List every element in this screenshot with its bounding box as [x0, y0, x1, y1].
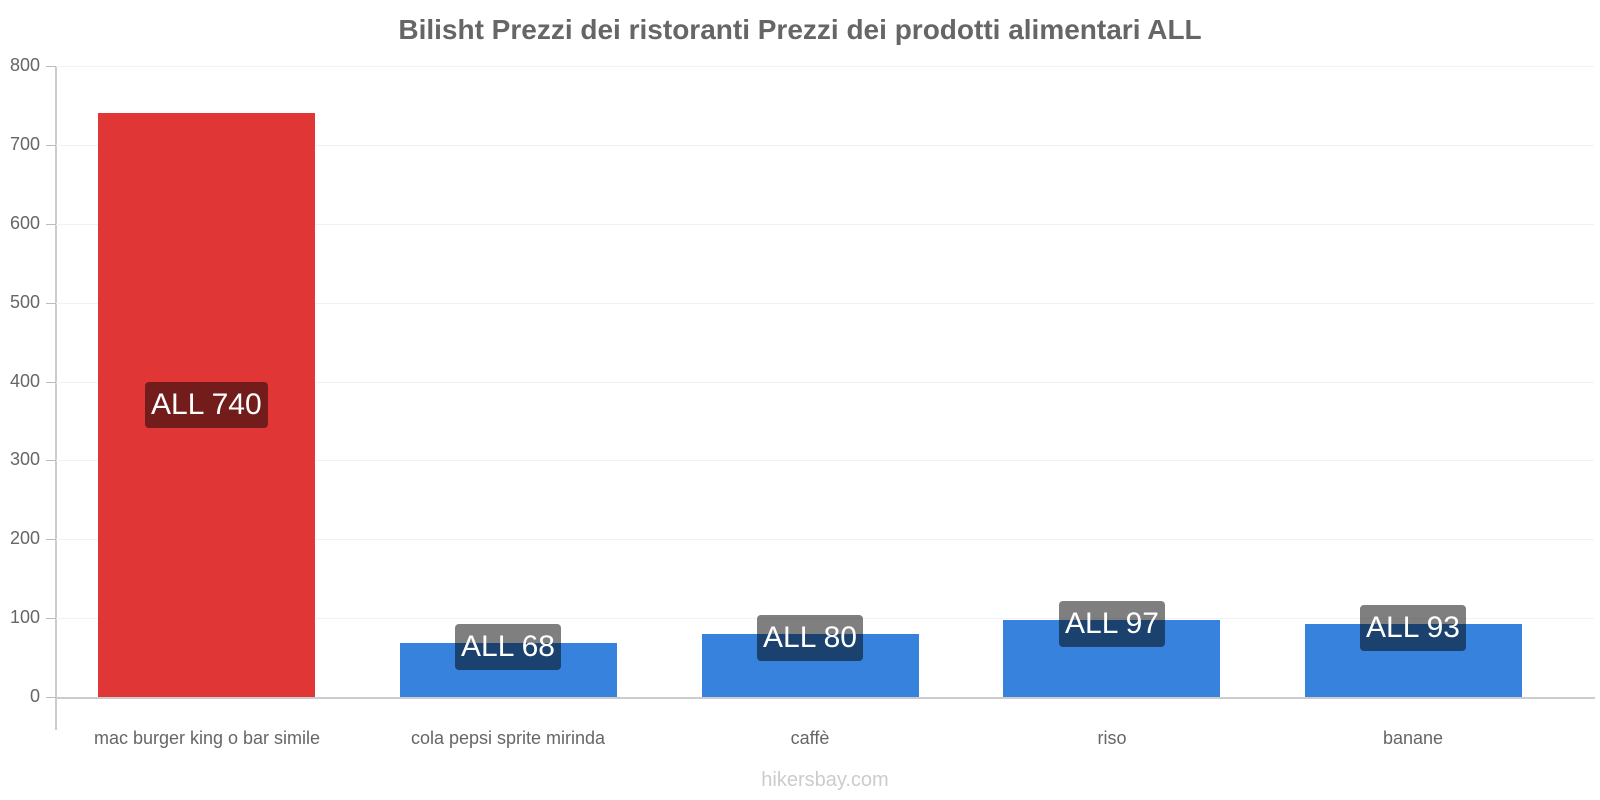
y-tick-label: 300: [9, 449, 40, 469]
y-tick-mark: [46, 145, 56, 146]
y-tick-mark: [46, 539, 56, 540]
bar-value-label: ALL 93: [1360, 605, 1466, 651]
y-tick-mark: [46, 303, 56, 304]
y-tick-label: 500: [9, 292, 40, 312]
bar-value-label: ALL 80: [757, 615, 863, 661]
x-tick-label: cola pepsi sprite mirinda: [410, 728, 606, 748]
y-axis-line: [55, 66, 57, 730]
y-tick-mark: [46, 460, 56, 461]
x-tick-label: mac burger king o bar simile: [93, 728, 321, 748]
y-tick-label: 0: [29, 686, 40, 706]
x-tick-label: caffè: [790, 728, 830, 748]
y-tick-label: 800: [9, 55, 40, 75]
y-tick-mark: [46, 224, 56, 225]
y-tick-label: 600: [9, 213, 40, 233]
bar-value-label: ALL 68: [455, 624, 561, 670]
x-axis-line: [55, 697, 1595, 699]
y-tick-mark: [46, 618, 56, 619]
x-tick-label: riso: [1097, 728, 1127, 748]
gridline: [56, 224, 1594, 225]
gridline: [56, 66, 1594, 67]
y-tick-mark: [46, 697, 56, 698]
y-tick-label: 200: [9, 528, 40, 548]
gridline: [56, 539, 1594, 540]
y-tick-label: 400: [9, 371, 40, 391]
y-tick-label: 700: [9, 134, 40, 154]
bar-value-label: ALL 97: [1059, 601, 1165, 647]
x-tick-label: banane: [1382, 728, 1444, 748]
y-tick-label: 100: [9, 607, 40, 627]
chart-title: Bilisht Prezzi dei ristoranti Prezzi dei…: [398, 14, 1202, 45]
gridline: [56, 460, 1594, 461]
bar-value-label: ALL 740: [145, 382, 268, 428]
gridline: [56, 145, 1594, 146]
y-tick-mark: [46, 66, 56, 67]
watermark: hikersbay.com: [761, 769, 889, 791]
gridline: [56, 303, 1594, 304]
gridline: [56, 382, 1594, 383]
y-tick-mark: [46, 382, 56, 383]
